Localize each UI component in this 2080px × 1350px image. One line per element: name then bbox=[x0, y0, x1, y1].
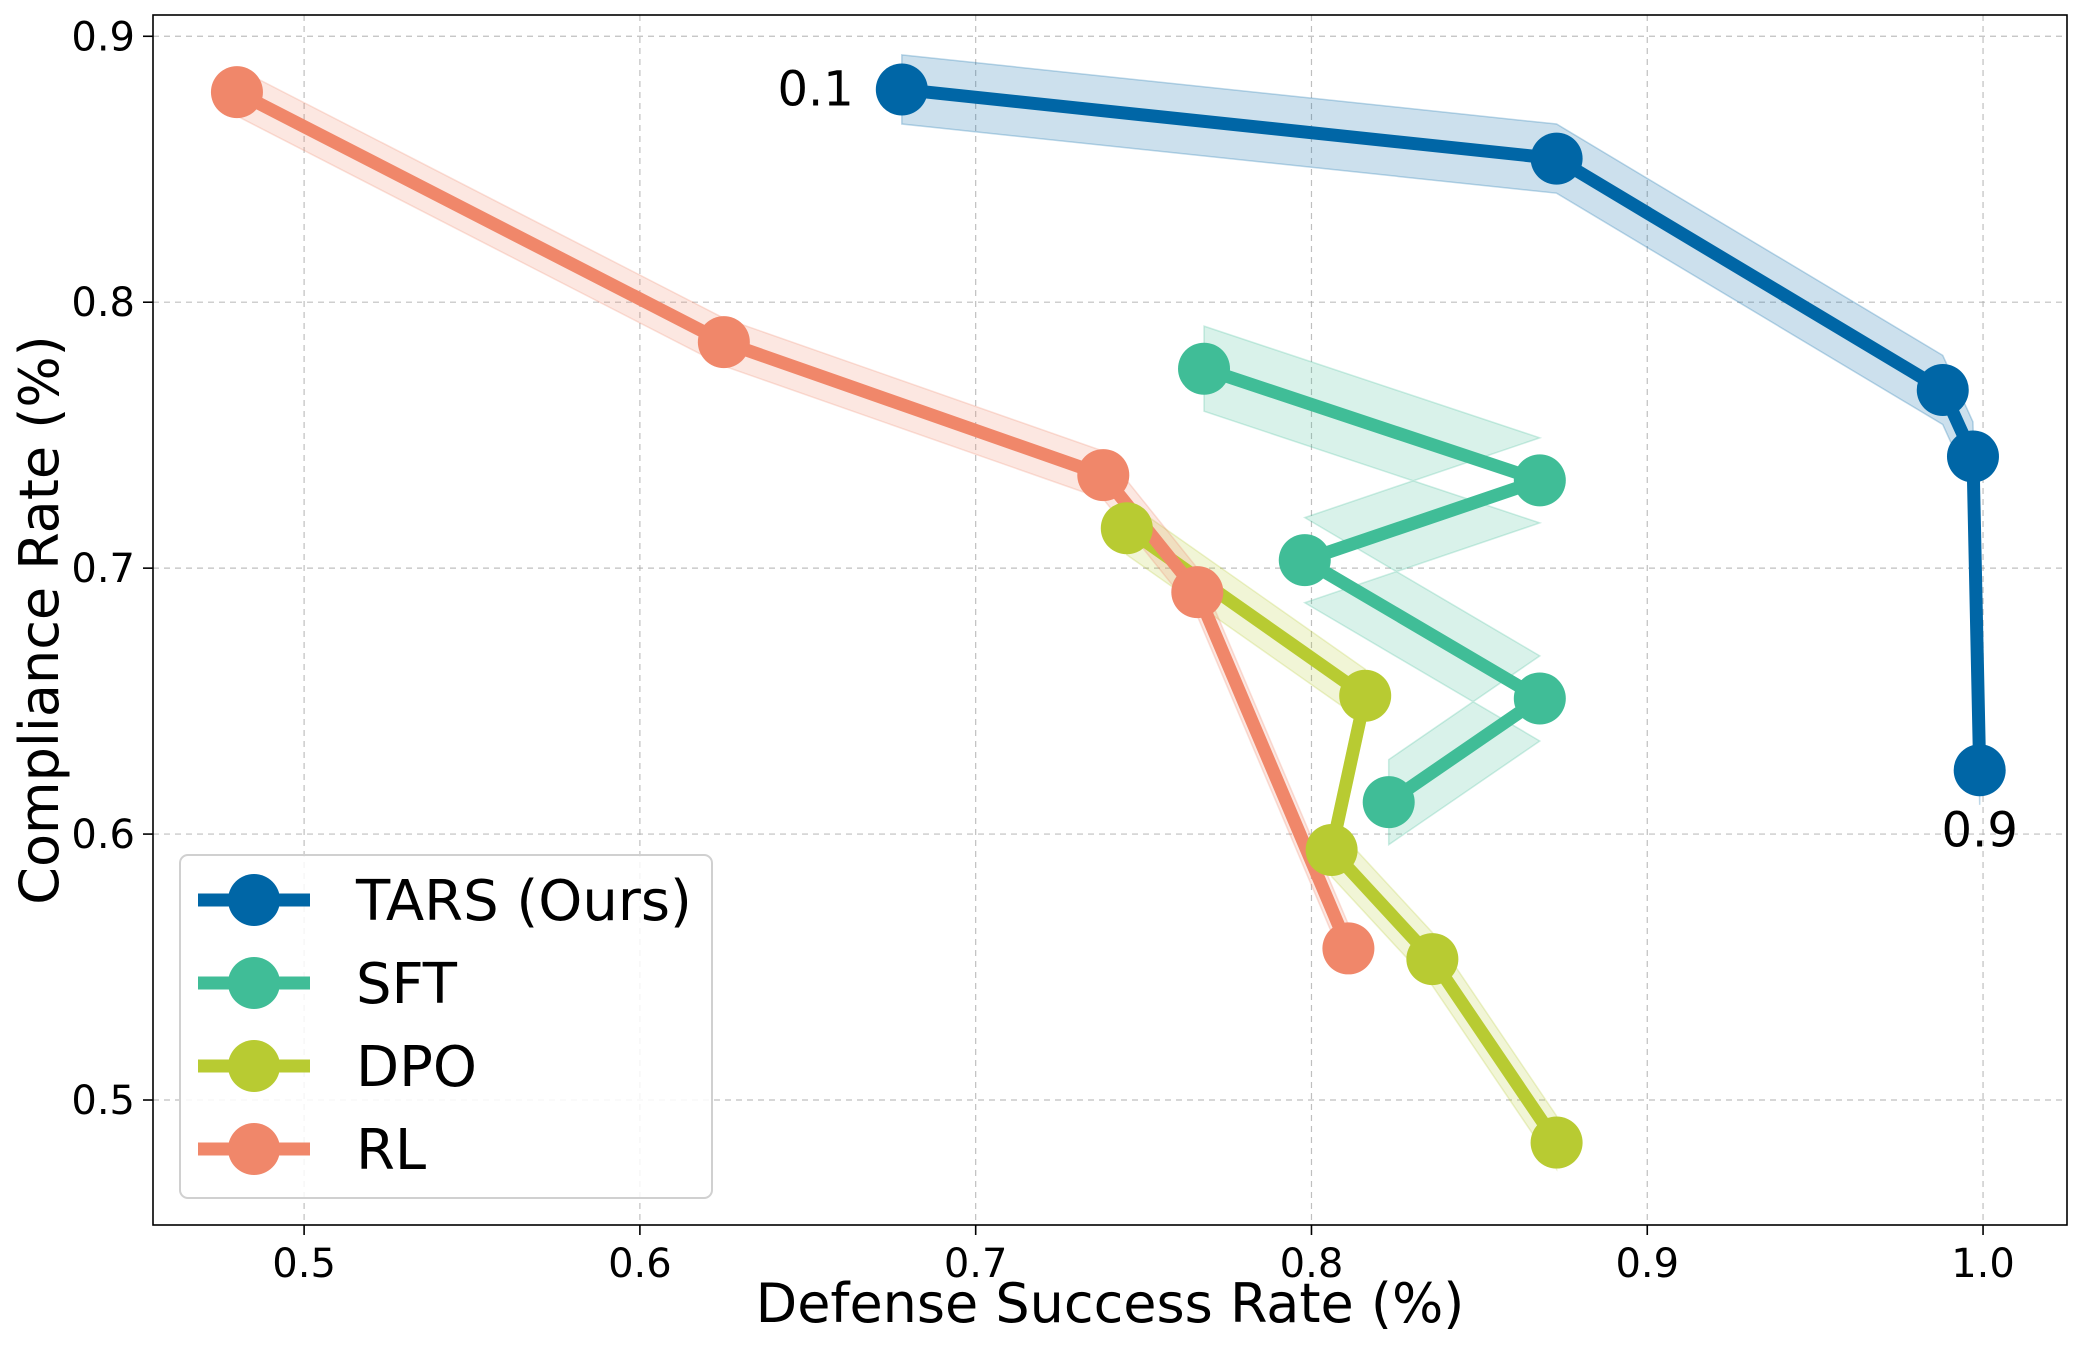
legend-marker bbox=[228, 957, 280, 1009]
y-tick-label: 0.7 bbox=[71, 546, 135, 592]
plot-frame bbox=[152, 14, 2068, 1226]
x-tick-label: 0.9 bbox=[1615, 1241, 1679, 1287]
marker-tars-ours bbox=[1953, 744, 2006, 797]
marker-dpo bbox=[1406, 933, 1459, 986]
legend: TARS (Ours) SFT DPO RL bbox=[179, 854, 713, 1199]
legend-marker bbox=[228, 1040, 280, 1092]
x-tick-label: 0.5 bbox=[272, 1241, 336, 1287]
marker-sft bbox=[1362, 776, 1415, 829]
marker-sft bbox=[1278, 534, 1331, 587]
marker-rl bbox=[210, 66, 263, 119]
marker-dpo bbox=[1530, 1116, 1583, 1169]
marker-dpo bbox=[1305, 824, 1358, 877]
marker-rl bbox=[1077, 449, 1130, 502]
annotation-label: 0.1 bbox=[777, 61, 853, 117]
marker-sft bbox=[1178, 342, 1231, 395]
marker-tars-ours bbox=[1916, 363, 1969, 416]
x-tick-label: 0.6 bbox=[608, 1241, 672, 1287]
y-tick-label: 0.8 bbox=[71, 280, 135, 326]
marker-dpo bbox=[1339, 669, 1392, 722]
y-axis-label: Compliance Rate (%) bbox=[8, 335, 71, 904]
marker-tars-ours bbox=[875, 63, 928, 116]
legend-label: TARS (Ours) bbox=[355, 869, 692, 934]
legend-label: DPO bbox=[356, 1035, 477, 1100]
y-tick-label: 0.5 bbox=[71, 1078, 135, 1124]
x-tick-label: 0.8 bbox=[1280, 1241, 1344, 1287]
legend-marker bbox=[228, 874, 280, 926]
axis-ticks: 0.5 0.6 0.7 0.8 0.9 1.0 0.5 0.6 0.7 0.8 0.9 bbox=[71, 14, 2014, 1287]
x-tick-label: 0.7 bbox=[944, 1241, 1008, 1287]
legend-label: RL bbox=[356, 1118, 426, 1183]
marker-tars-ours bbox=[1946, 430, 1999, 483]
marker-rl bbox=[697, 316, 750, 369]
marker-dpo bbox=[1100, 502, 1153, 555]
marker-rl bbox=[1171, 566, 1224, 619]
grid-lines bbox=[153, 15, 2067, 1225]
marker-rl bbox=[1322, 922, 1375, 975]
annotations: 0.1 0.9 bbox=[777, 61, 2017, 858]
marker-sft bbox=[1513, 672, 1566, 725]
legend-label: SFT bbox=[356, 952, 458, 1017]
y-tick-label: 0.9 bbox=[71, 14, 135, 60]
legend-marker bbox=[228, 1123, 280, 1175]
marker-sft bbox=[1513, 454, 1566, 507]
x-tick-label: 1.0 bbox=[1951, 1241, 2015, 1287]
x-axis-label: Defense Success Rate (%) bbox=[756, 1272, 1465, 1335]
series-markers bbox=[210, 63, 2006, 1169]
y-tick-label: 0.6 bbox=[71, 812, 135, 858]
marker-tars-ours bbox=[1530, 132, 1583, 185]
legend-box bbox=[179, 854, 713, 1199]
annotation-label: 0.9 bbox=[1942, 802, 2018, 858]
band-tars-ours bbox=[901, 54, 1981, 805]
